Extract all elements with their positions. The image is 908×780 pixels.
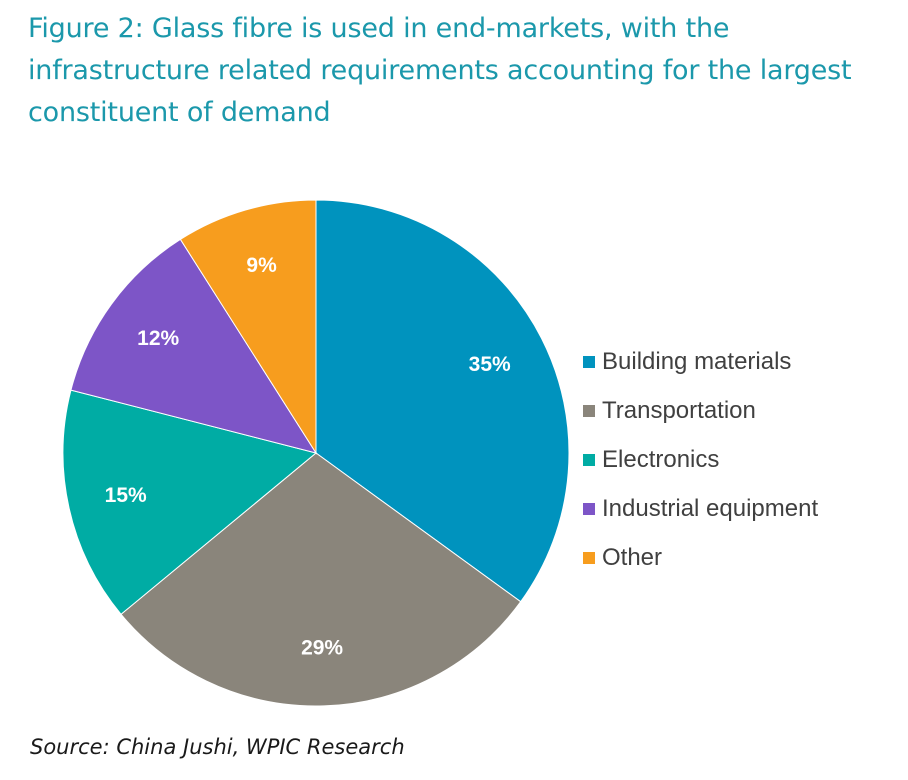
pie-label-transportation: 29% (301, 636, 343, 659)
legend-swatch (583, 502, 595, 515)
pie-slices (62, 199, 570, 707)
legend-item-building-materials: Building materials (583, 337, 818, 386)
legend-label: Other (602, 543, 663, 571)
pie-label-industrial-equipment: 12% (137, 327, 179, 350)
pie-label-electronics: 15% (105, 484, 147, 507)
pie-slice-building-materials (315, 199, 570, 603)
pie-labels: 35% 29% 15% 12% 9% (105, 254, 511, 659)
chart-title: Figure 2: Glass fibre is used in end-mar… (28, 13, 852, 128)
legend-label: Electronics (602, 445, 720, 473)
source-note: Source: China Jushi, WPIC Research (30, 735, 405, 759)
legend: Building materials Transportation Electron… (583, 337, 818, 582)
legend-label: Industrial equipment (602, 494, 819, 522)
pie-label-other: 9% (246, 254, 277, 277)
legend-swatch (583, 404, 595, 417)
legend-label: Building materials (602, 347, 792, 375)
legend-label: Transportation (602, 396, 756, 424)
pie-label-building-materials: 35% (469, 353, 511, 376)
legend-swatch (583, 551, 595, 564)
pie-slice-industrial-equipment (70, 238, 318, 454)
pie-slice-transportation (120, 452, 522, 707)
pie-slice-electronics (62, 389, 318, 615)
legend-item-industrial-equipment: Industrial equipment (583, 484, 818, 533)
legend-swatch (583, 355, 595, 368)
legend-item-electronics: Electronics (583, 435, 818, 484)
legend-item-other: Other (583, 533, 818, 582)
legend-swatch (583, 453, 595, 466)
legend-item-transportation: Transportation (583, 386, 818, 435)
pie-slice-other (179, 199, 317, 455)
